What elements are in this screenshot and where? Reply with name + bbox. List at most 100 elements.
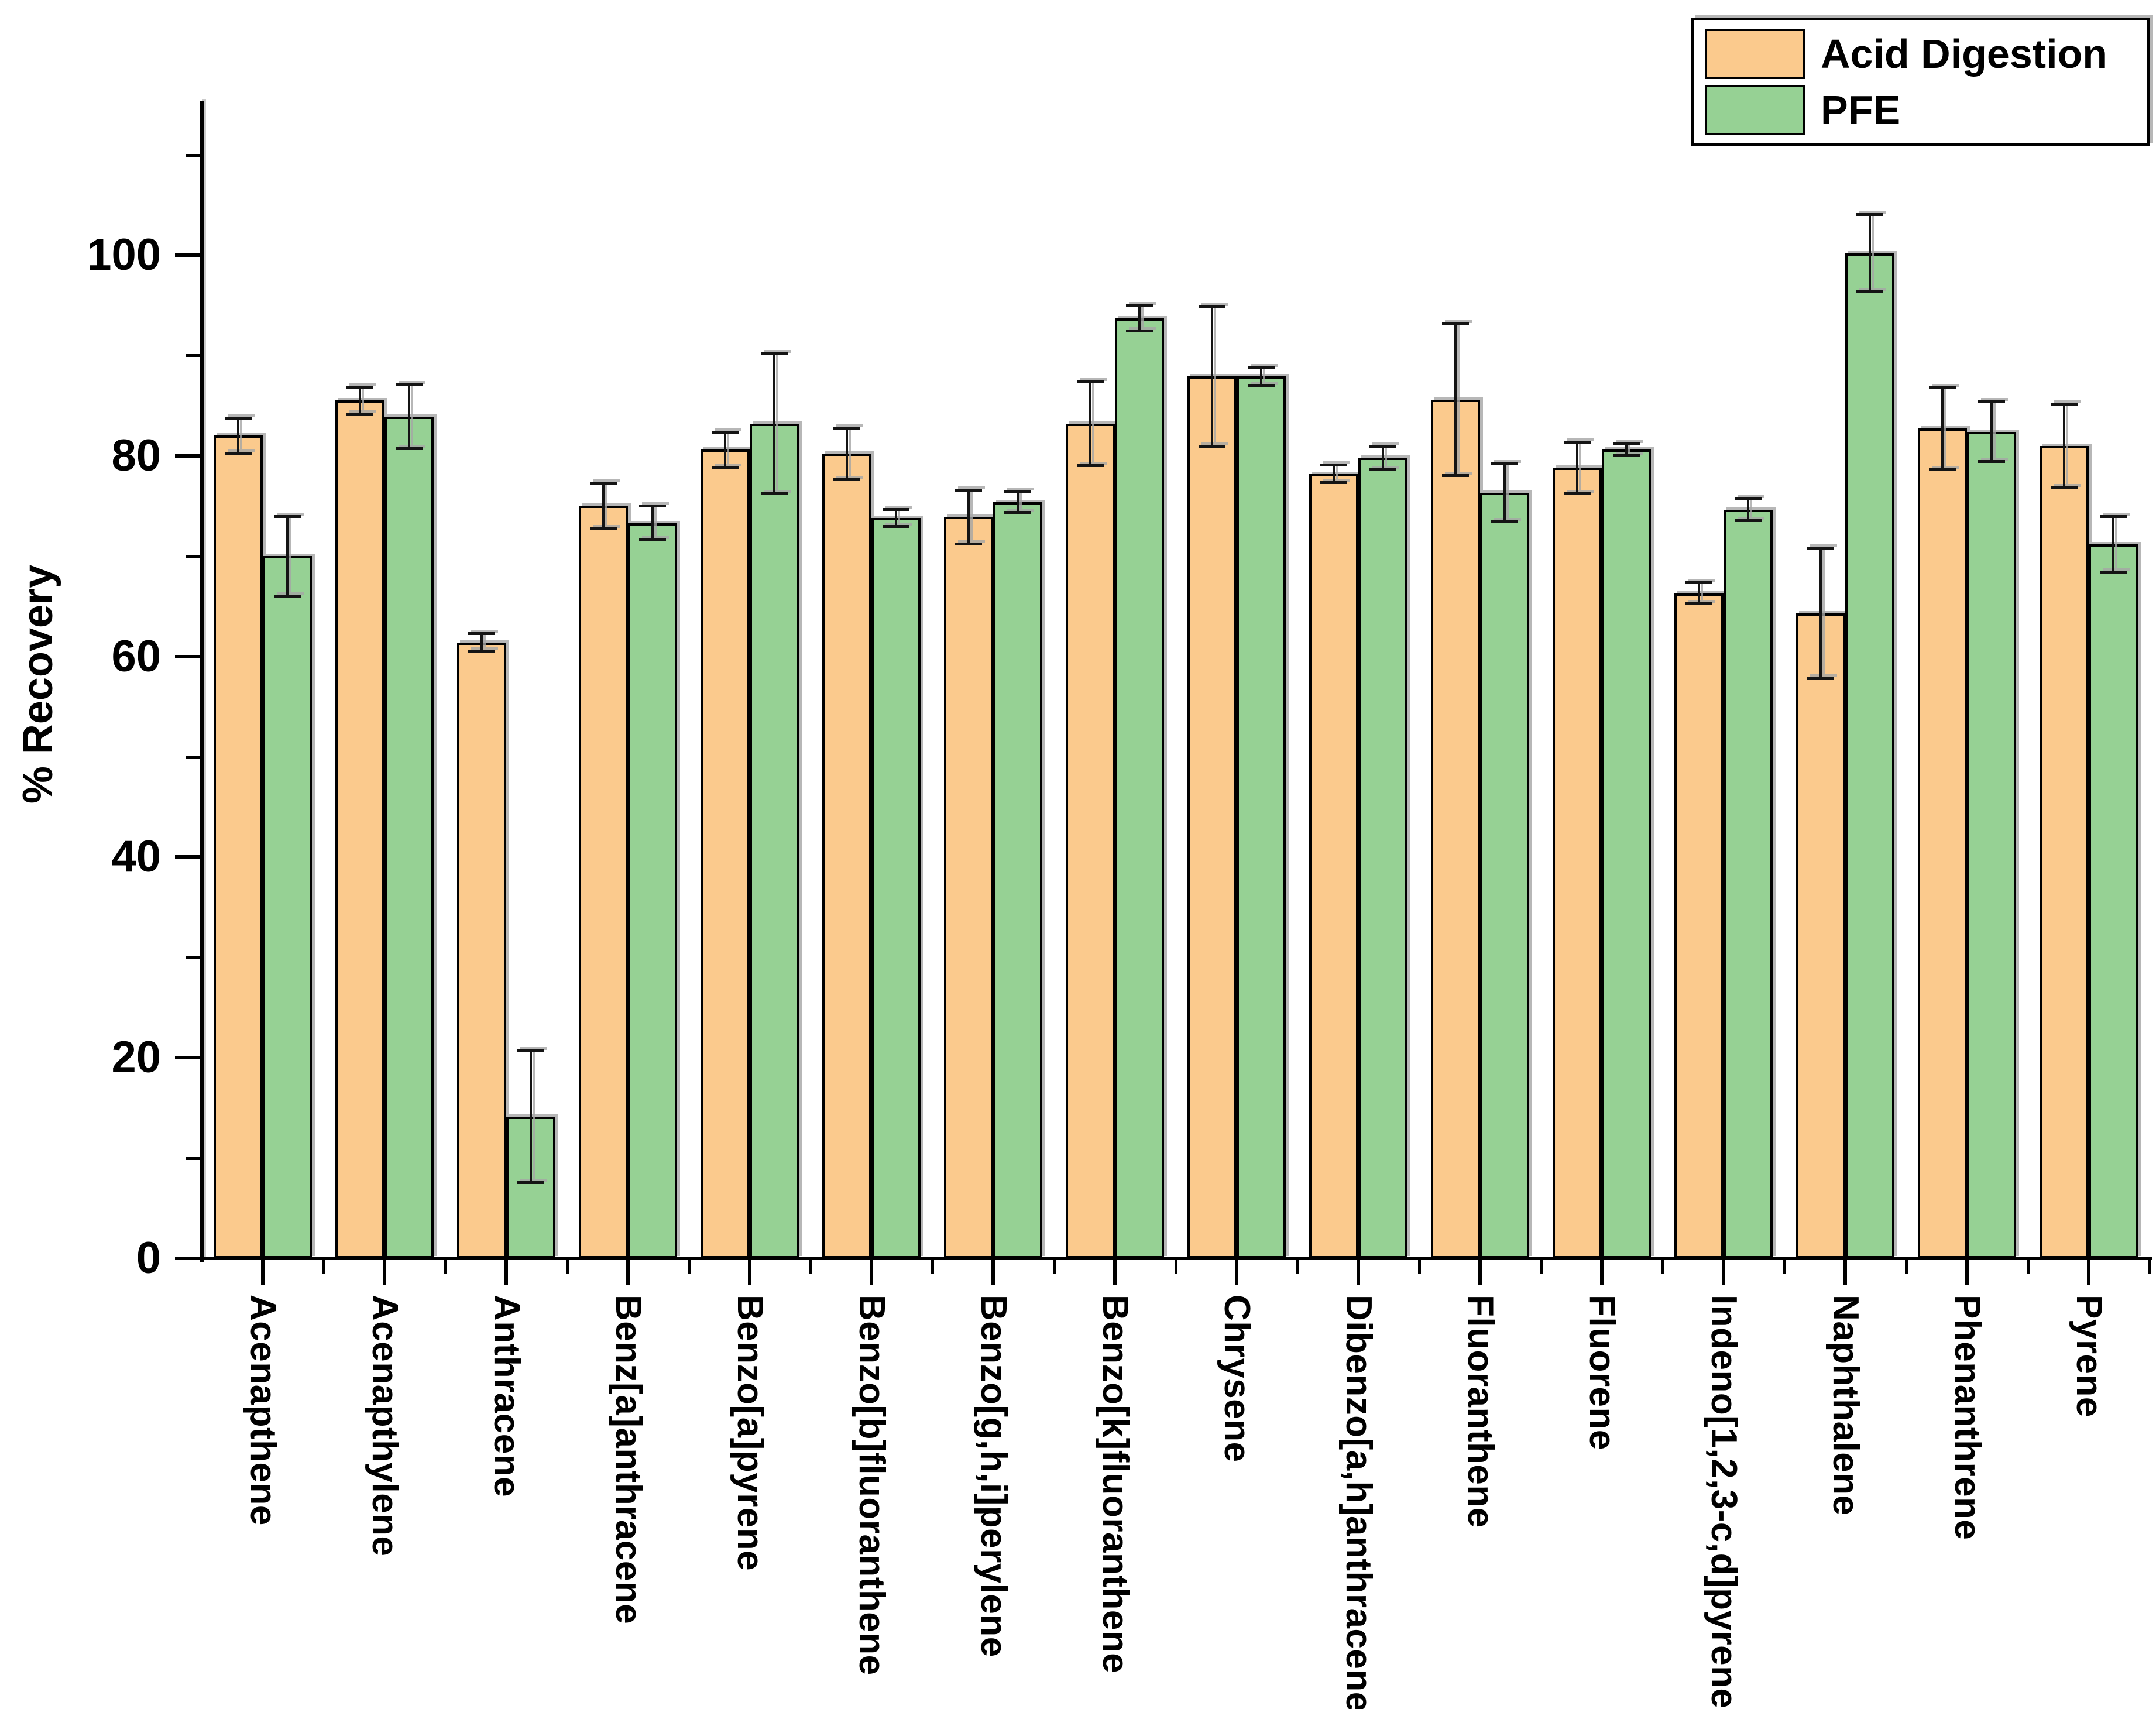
y-tick-label: 0 bbox=[136, 1233, 161, 1283]
legend-swatch-acid-digestion bbox=[1705, 29, 1805, 79]
error-bar-cap-top bbox=[761, 352, 788, 355]
error-bar-cap-top bbox=[1564, 440, 1591, 444]
bar-acid-digestion bbox=[1309, 473, 1358, 1258]
error-bar-cap-top bbox=[1248, 366, 1275, 369]
x-major-tick bbox=[504, 1258, 508, 1285]
bar-acid-digestion bbox=[701, 449, 750, 1258]
y-tick-label: 60 bbox=[111, 631, 161, 681]
x-category-label: Anthracene bbox=[486, 1295, 527, 1498]
error-bar-cap-top bbox=[1491, 462, 1518, 466]
legend-label-pfe: PFE bbox=[1821, 87, 1901, 133]
bar-pfe bbox=[263, 556, 312, 1258]
x-category-label: Dibenzo[a,h]anthracene bbox=[1338, 1295, 1379, 1709]
legend-label-acid-digestion: Acid Digestion bbox=[1821, 31, 2108, 77]
y-tick-label: 100 bbox=[87, 229, 161, 280]
error-bar-cap-top bbox=[1856, 212, 1883, 216]
x-major-tick bbox=[1722, 1258, 1725, 1285]
legend-item-pfe: PFE bbox=[1705, 85, 2136, 135]
bar-acid-digestion bbox=[1431, 399, 1480, 1258]
x-minor-tick bbox=[1540, 1258, 1543, 1274]
x-major-tick bbox=[2087, 1258, 2090, 1285]
y-minor-tick bbox=[186, 956, 202, 959]
x-major-tick bbox=[1965, 1258, 1969, 1285]
error-bar-cap-top bbox=[1320, 464, 1347, 467]
error-bar-cap-top bbox=[590, 482, 617, 485]
error-bar-cap-top bbox=[639, 505, 666, 508]
y-tick-label: 80 bbox=[111, 430, 161, 481]
y-major-tick bbox=[175, 454, 202, 458]
error-bar-cap-top bbox=[2100, 514, 2127, 518]
x-major-tick bbox=[1600, 1258, 1604, 1285]
y-minor-tick bbox=[186, 755, 202, 759]
error-bar-cap-top bbox=[1735, 497, 1762, 501]
x-category-label: Naphthalene bbox=[1825, 1295, 1866, 1516]
x-minor-tick bbox=[2148, 1258, 2151, 1274]
x-minor-tick bbox=[931, 1258, 934, 1274]
bar-acid-digestion bbox=[579, 506, 628, 1258]
x-category-label: Chrysene bbox=[1217, 1295, 1257, 1463]
x-minor-tick bbox=[444, 1258, 447, 1274]
bar-acid-digestion bbox=[1187, 376, 1237, 1258]
bar-pfe bbox=[1845, 253, 1894, 1258]
error-bar-cap-top bbox=[225, 416, 252, 420]
bar-acid-digestion bbox=[1674, 593, 1724, 1258]
error-bar-cap-top bbox=[833, 426, 860, 430]
y-tick-label: 40 bbox=[111, 832, 161, 882]
x-category-label: Fluorene bbox=[1582, 1295, 1622, 1450]
error-bar-cap-top bbox=[1077, 380, 1104, 383]
x-category-label: Indeno[1,2,3-c,d]pyrene bbox=[1704, 1295, 1744, 1709]
y-major-tick bbox=[175, 654, 202, 658]
x-category-label: Fluoranthene bbox=[1460, 1295, 1501, 1528]
x-category-label: Benzo[k]fluoranthene bbox=[1095, 1295, 1135, 1674]
x-major-tick bbox=[1235, 1258, 1238, 1285]
error-bar-cap-top bbox=[346, 385, 373, 389]
bar-acid-digestion bbox=[822, 454, 871, 1258]
x-minor-tick bbox=[1783, 1258, 1786, 1274]
x-minor-tick bbox=[1175, 1258, 1177, 1274]
bar-pfe bbox=[628, 523, 677, 1258]
error-bar-cap-top bbox=[1978, 400, 2005, 404]
x-category-label: Pyrene bbox=[2069, 1295, 2109, 1418]
x-minor-tick bbox=[1418, 1258, 1421, 1274]
bar-pfe bbox=[2089, 544, 2138, 1258]
y-major-tick bbox=[175, 1257, 202, 1260]
y-minor-tick bbox=[186, 555, 202, 558]
bar-acid-digestion bbox=[214, 435, 263, 1258]
bar-pfe bbox=[384, 416, 434, 1258]
x-major-tick bbox=[1478, 1258, 1482, 1285]
error-bar-cap-top bbox=[1199, 305, 1225, 308]
error-bar-cap-top bbox=[274, 514, 301, 518]
x-major-tick bbox=[748, 1258, 751, 1285]
legend: Acid Digestion PFE bbox=[1691, 18, 2150, 146]
x-category-label: Acenapthylene bbox=[365, 1295, 405, 1557]
x-major-tick bbox=[261, 1258, 265, 1285]
y-axis-line bbox=[200, 101, 204, 1262]
error-bar-cap-top bbox=[2051, 402, 2078, 406]
x-major-tick bbox=[1357, 1258, 1360, 1285]
error-bar-cap-top bbox=[1126, 304, 1153, 307]
x-minor-tick bbox=[688, 1258, 691, 1274]
bar-pfe bbox=[993, 502, 1042, 1258]
x-major-tick bbox=[870, 1258, 873, 1285]
x-category-label: Benzo[g,h,i]perylene bbox=[973, 1295, 1014, 1657]
bar-pfe bbox=[750, 423, 799, 1258]
x-major-tick bbox=[1843, 1258, 1847, 1285]
legend-swatch-pfe bbox=[1705, 85, 1805, 135]
bar-acid-digestion bbox=[457, 642, 506, 1258]
x-minor-tick bbox=[2027, 1258, 2030, 1274]
bar-pfe bbox=[1602, 449, 1651, 1258]
error-bar-cap-top bbox=[1369, 444, 1396, 448]
y-major-tick bbox=[175, 1056, 202, 1060]
bar-acid-digestion bbox=[1918, 428, 1967, 1258]
x-major-tick bbox=[991, 1258, 995, 1285]
bar-pfe bbox=[871, 518, 921, 1258]
x-category-label: Acenapthene bbox=[243, 1295, 283, 1526]
error-bar-cap-top bbox=[396, 383, 423, 387]
bar-acid-digestion bbox=[1796, 613, 1845, 1258]
bar-pfe bbox=[1724, 510, 1773, 1258]
bar-pfe bbox=[1237, 376, 1286, 1258]
x-major-tick bbox=[1113, 1258, 1117, 1285]
x-minor-tick bbox=[566, 1258, 569, 1274]
x-category-label: Benzo[a]pyrene bbox=[730, 1295, 770, 1571]
error-bar-cap-top bbox=[1685, 581, 1712, 584]
